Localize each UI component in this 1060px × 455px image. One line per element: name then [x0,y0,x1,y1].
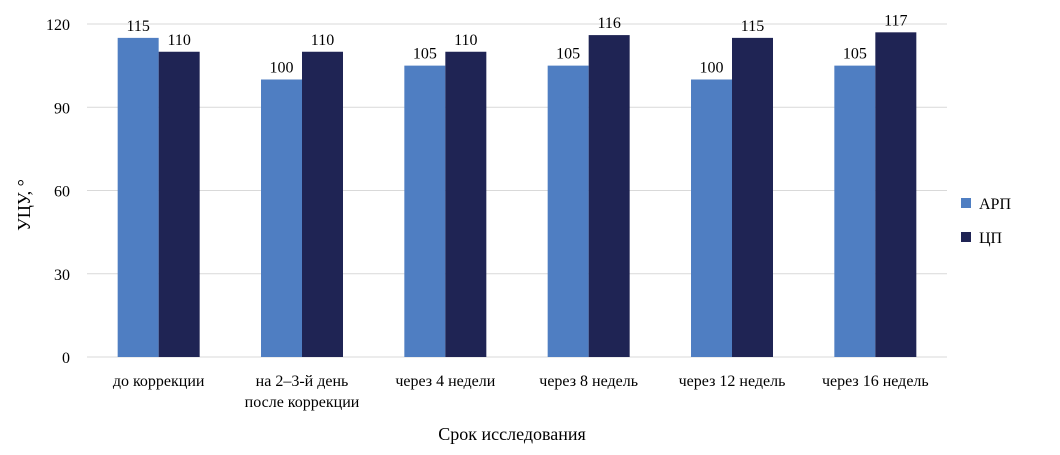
legend-swatch [961,198,971,208]
data-label: 117 [884,12,907,29]
x-tick-label: на 2–3-й день [256,373,349,390]
bar-arp [117,37,159,357]
y-tick-label: 120 [46,17,70,34]
x-tick-label: через 8 недель [539,373,638,390]
bar-cp [732,37,773,357]
data-label: 110 [311,32,334,49]
data-label: 115 [741,18,764,35]
x-tick-label: после коррекции [245,394,360,411]
bar-arp [261,79,302,357]
y-axis-label: УЦУ, ° [14,179,34,231]
x-axis-ticks: до коррекции на 2–3-й день после коррекции… [113,373,929,411]
bar-arp [691,79,732,357]
x-tick-label: до коррекции [113,373,205,390]
bar-arp [404,65,446,357]
y-tick-label: 90 [54,100,70,117]
data-label: 115 [126,18,149,35]
bar-cp [302,51,343,357]
y-tick-label: 60 [54,184,70,201]
gridlines [87,23,947,358]
bar-arp [547,65,589,357]
data-labels: 115 110 100 110 105 110 105 116 100 115 105 117 [126,12,907,76]
data-label: 105 [843,46,867,63]
bar-cp [875,32,917,357]
legend-label: АРП [979,196,1011,213]
y-tick-label: 0 [62,350,70,367]
x-tick-label: через 12 недель [679,373,786,390]
legend-swatch [961,232,971,242]
bar-cp [445,51,487,357]
bars [117,32,917,357]
data-label: 105 [556,46,580,63]
data-label: 100 [270,60,294,77]
data-label: 100 [700,60,724,77]
bar-cp [158,51,200,357]
x-tick-label: через 16 недель [822,373,929,390]
x-axis-label: Срок исследования [438,424,586,444]
x-tick-label: через 4 недели [395,373,495,390]
data-label: 110 [454,32,477,49]
y-axis-ticks: 0 30 60 90 120 [46,17,70,367]
bar-arp [834,65,876,357]
legend: АРП ЦП [961,196,1011,247]
legend-label: ЦП [979,230,1003,247]
data-label: 110 [167,32,190,49]
bar-cp [588,35,630,357]
data-label: 116 [597,15,620,32]
y-tick-label: 30 [54,267,70,284]
data-label: 105 [413,46,437,63]
